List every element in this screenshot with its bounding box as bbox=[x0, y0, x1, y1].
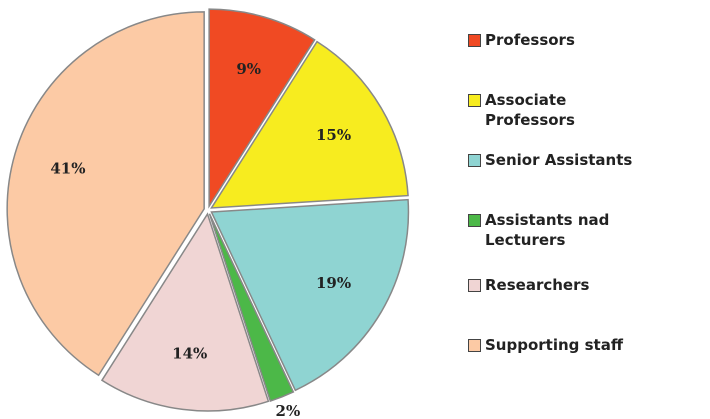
legend-item: Researchers bbox=[468, 275, 668, 295]
legend-swatch bbox=[468, 279, 481, 292]
legend-swatch bbox=[468, 34, 481, 47]
legend-item: Professors bbox=[468, 30, 668, 50]
legend-label: Senior Assistants bbox=[485, 151, 633, 169]
legend-swatch bbox=[468, 94, 481, 107]
data-label: 41% bbox=[50, 159, 85, 177]
legend-item: Supporting staff bbox=[468, 335, 668, 355]
data-label: 19% bbox=[316, 274, 351, 292]
data-label: 2% bbox=[276, 402, 301, 419]
legend-item: Associate Professors bbox=[468, 90, 668, 130]
legend-label: Assistants nad Lecturers bbox=[485, 211, 610, 249]
legend-item: Assistants nad Lecturers bbox=[468, 210, 668, 250]
legend-label: Associate Professors bbox=[485, 91, 575, 129]
pie-slice bbox=[208, 8, 316, 209]
legend-label: Supporting staff bbox=[485, 336, 623, 354]
data-label: 14% bbox=[172, 345, 207, 363]
legend-label: Researchers bbox=[485, 276, 590, 294]
legend-swatch bbox=[468, 154, 481, 167]
legend-item: Senior Assistants bbox=[468, 150, 668, 170]
legend-swatch bbox=[468, 339, 481, 352]
data-label: 15% bbox=[316, 126, 351, 144]
pie-slice bbox=[100, 212, 270, 412]
data-label: 9% bbox=[236, 60, 261, 78]
pie-slice bbox=[6, 11, 205, 377]
pie-slice bbox=[210, 198, 410, 392]
pie-slice bbox=[210, 40, 409, 209]
legend-label: Professors bbox=[485, 31, 575, 49]
pie-slice bbox=[208, 213, 295, 403]
legend-swatch bbox=[468, 214, 481, 227]
